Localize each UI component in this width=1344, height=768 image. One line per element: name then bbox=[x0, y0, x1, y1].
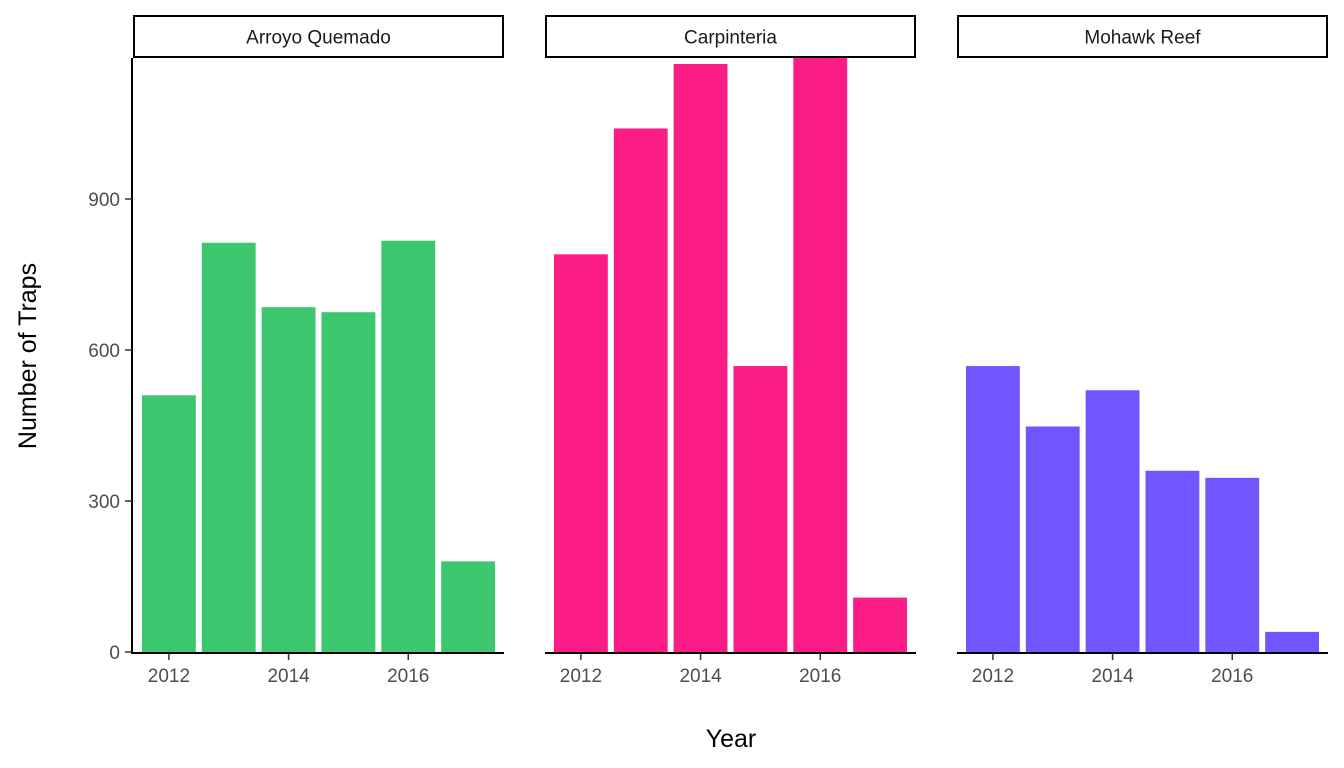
x-tick-label: 2014 bbox=[1091, 666, 1134, 687]
x-tick-label: 2012 bbox=[972, 666, 1014, 687]
facet-strip bbox=[545, 15, 916, 58]
x-tick-label: 2014 bbox=[679, 666, 722, 687]
bar bbox=[1145, 470, 1200, 652]
bar bbox=[553, 254, 608, 653]
bar bbox=[441, 561, 496, 652]
bar bbox=[141, 395, 196, 652]
facet-strip-label: Arroyo Quemado bbox=[246, 28, 391, 49]
x-tick-label: 2016 bbox=[799, 666, 841, 687]
x-tick-label: 2012 bbox=[148, 666, 190, 687]
bar bbox=[965, 366, 1020, 652]
y-tick-label: 600 bbox=[88, 341, 120, 362]
bar bbox=[261, 307, 316, 652]
bar bbox=[1265, 631, 1320, 652]
bar bbox=[1085, 390, 1140, 652]
x-tick-label: 2016 bbox=[1211, 666, 1253, 687]
y-tick-label: 0 bbox=[109, 643, 120, 664]
y-tick-label: 900 bbox=[88, 190, 120, 211]
facet-strip-label: Mohawk Reef bbox=[1084, 28, 1201, 49]
y-axis-title: Number of Traps bbox=[14, 263, 42, 449]
bar bbox=[1205, 477, 1260, 652]
bar bbox=[381, 240, 436, 652]
bar bbox=[1025, 426, 1080, 652]
x-tick-label: 2016 bbox=[387, 666, 429, 687]
bar bbox=[673, 64, 728, 653]
x-axis-title: Year bbox=[706, 725, 757, 753]
x-tick-label: 2012 bbox=[560, 666, 602, 687]
facet-strip bbox=[957, 15, 1328, 58]
bar bbox=[201, 242, 256, 652]
facet-strip-label: Carpinteria bbox=[684, 28, 777, 49]
bar bbox=[613, 128, 668, 652]
bar bbox=[793, 58, 848, 652]
facet-strip bbox=[133, 15, 504, 58]
x-tick-label: 2014 bbox=[267, 666, 310, 687]
bar bbox=[733, 366, 788, 652]
bar bbox=[853, 597, 908, 652]
y-tick-label: 300 bbox=[88, 492, 120, 513]
bar bbox=[321, 312, 376, 652]
